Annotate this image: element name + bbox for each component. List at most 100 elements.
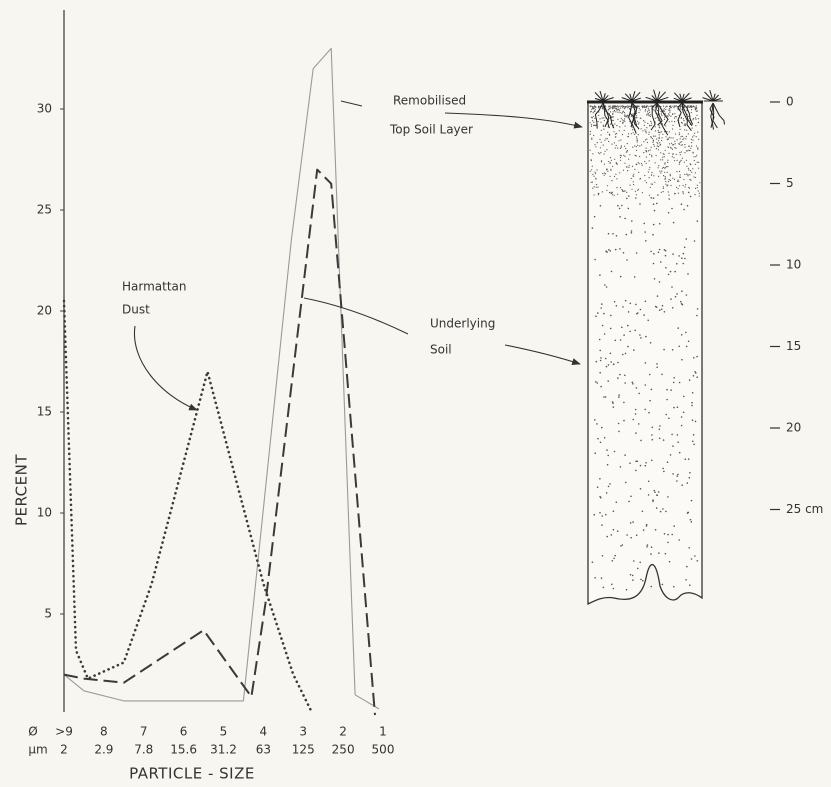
stipple-dot [628,195,630,197]
stipple-dot [685,294,688,296]
stipple-dot [634,190,637,192]
stipple-dot [645,106,647,109]
stipple-dot [661,373,663,376]
stipple-dot [694,371,696,373]
stipple-dot [681,141,683,143]
stipple-dot [677,192,680,194]
stipple-dot [591,227,594,229]
stipple-dot [683,208,685,211]
annotation-arrow [133,325,198,411]
plant-leaf [624,93,633,102]
stipple-dot [610,270,613,273]
stipple-dot [667,541,669,544]
stipple-dot [691,105,693,107]
stipple-dot [628,105,631,107]
stipple-dot [618,130,620,132]
stipple-dot [620,105,623,107]
stipple-dot [638,163,640,165]
stipple-dot [656,138,658,140]
stipple-dot [661,170,663,172]
stipple-dot [671,286,673,288]
stipple-dot [675,153,677,155]
plant-leaf [621,97,633,102]
stipple-dot [639,308,642,311]
stipple-dot [658,137,660,140]
stipple-dot [688,169,690,171]
stipple-dot [667,115,669,117]
stipple-dot [663,153,665,155]
stipple-dot [694,194,696,196]
stipple-dot [686,205,689,207]
stipple-dot [598,106,600,108]
stipple-dot [657,149,660,151]
stipple-dot [643,124,646,126]
stipple-dot [614,105,616,107]
stipple-dot [692,118,695,120]
stipple-dot [674,295,677,298]
stipple-dot [663,110,665,112]
stipple-dot [633,560,635,562]
stipple-dot [602,124,605,126]
stipple-dot [694,176,697,179]
stipple-dot [628,133,630,135]
stipple-dot [639,178,641,180]
stipple-dot [674,105,676,107]
stipple-dot [665,510,667,513]
stipple-dot [595,360,598,363]
stipple-dot [668,198,670,200]
stipple-dot [634,329,636,332]
stipple-dot [652,203,655,205]
plant-root [602,102,609,128]
stipple-dot [663,175,665,177]
stipple-dot [590,160,592,162]
stipple-dot [662,105,665,107]
annotation-text: Underlying [430,317,495,331]
stipple-dot [668,179,670,181]
stipple-dot [668,121,670,123]
stipple-dot [609,162,612,164]
stipple-dot [661,583,664,586]
stipple-dot [593,215,596,218]
stipple-dot [614,248,617,251]
stipple-dot [635,534,638,536]
stipple-dot [622,106,624,108]
stipple-dot [630,133,633,135]
depth-tick-label: 15 [786,339,801,353]
stipple-dot [647,107,649,109]
stipple-dot [627,135,629,138]
stipple-dot [689,195,692,198]
data-line [63,168,376,716]
stipple-dot [679,154,681,156]
stipple-dot [691,419,694,422]
stipple-dot [644,110,646,112]
stipple-dot [643,152,645,154]
stipple-dot [620,155,622,157]
stipple-dot [694,420,697,423]
stipple-dot [691,404,693,407]
stipple-dot [687,174,689,176]
stipple-dot [607,380,609,382]
stipple-dot [654,130,657,132]
stipple-dot [648,168,650,170]
data-line [62,299,313,713]
stipple-dot [623,190,625,192]
stipple-dot [595,315,597,318]
stipple-dot [671,433,673,436]
stipple-dot [611,143,613,145]
stipple-dot [670,184,672,187]
plant-leaf [681,93,685,102]
stipple-dot [619,156,622,159]
stipple-dot [600,141,602,143]
stipple-dot [663,118,666,120]
stipple-dot [686,173,688,175]
stipple-dot [659,170,661,172]
stipple-dot [663,470,665,473]
stipple-dot [637,120,639,122]
stipple-dot [684,152,686,154]
stipple-dot [664,171,666,173]
stipple-dot [616,187,618,189]
stipple-dot [603,117,605,119]
stipple-dot [644,129,646,131]
stipple-dot [599,118,601,120]
stipple-dot [626,150,629,152]
